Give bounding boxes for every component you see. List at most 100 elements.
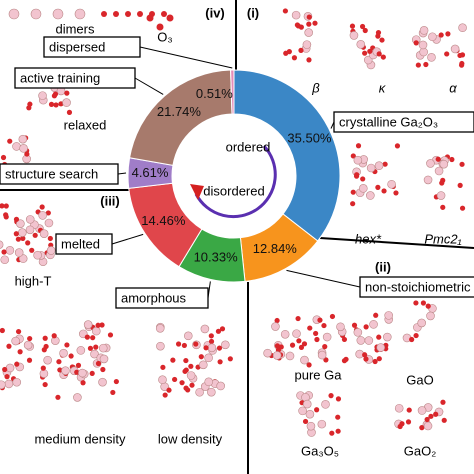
label-box bbox=[359, 276, 474, 298]
atom bbox=[341, 358, 348, 364]
atom bbox=[146, 14, 154, 22]
arrow-arc bbox=[194, 144, 277, 219]
value-label: 14.46% bbox=[141, 213, 186, 228]
atom bbox=[369, 320, 378, 329]
annotation: (iv) bbox=[205, 5, 225, 20]
annotation: (iii) bbox=[100, 193, 120, 208]
atom bbox=[353, 328, 363, 337]
atom bbox=[354, 172, 360, 178]
atom bbox=[18, 228, 27, 237]
atom bbox=[381, 188, 387, 194]
atom bbox=[438, 32, 444, 38]
atom bbox=[207, 387, 216, 397]
atom bbox=[64, 342, 70, 348]
atom bbox=[458, 23, 467, 33]
connector bbox=[134, 77, 164, 95]
atom bbox=[393, 190, 399, 196]
atom bbox=[0, 380, 6, 390]
atom bbox=[449, 156, 455, 163]
atom bbox=[295, 315, 301, 322]
atom bbox=[200, 324, 210, 334]
atom bbox=[217, 359, 223, 365]
atom bbox=[356, 40, 366, 49]
atom bbox=[3, 212, 9, 218]
atom bbox=[425, 303, 431, 309]
atom bbox=[329, 430, 335, 436]
atom bbox=[300, 355, 309, 365]
value-label: 35.50% bbox=[287, 130, 332, 145]
annotation: GaO₂ bbox=[404, 443, 437, 458]
atom bbox=[14, 248, 24, 257]
atom bbox=[384, 311, 393, 320]
atom bbox=[313, 330, 319, 337]
label-box bbox=[115, 287, 209, 309]
atom bbox=[387, 179, 396, 189]
atom bbox=[29, 247, 35, 253]
atom bbox=[336, 322, 345, 332]
atom bbox=[376, 343, 386, 352]
atom bbox=[423, 61, 429, 68]
atom bbox=[76, 346, 86, 355]
atom bbox=[445, 31, 451, 37]
atom bbox=[215, 328, 222, 334]
center-label: ordered bbox=[226, 139, 271, 154]
atom bbox=[0, 154, 7, 161]
atom bbox=[155, 324, 165, 333]
atom bbox=[314, 336, 320, 343]
value-label: 0.51% bbox=[196, 86, 233, 101]
atom bbox=[25, 240, 31, 246]
annotation: (i) bbox=[247, 5, 259, 20]
atom bbox=[208, 333, 214, 339]
atom bbox=[24, 151, 30, 157]
atom bbox=[335, 396, 342, 402]
atom bbox=[219, 326, 226, 332]
atom bbox=[356, 336, 366, 345]
atom bbox=[306, 362, 312, 368]
atom bbox=[101, 11, 107, 17]
atom bbox=[362, 352, 368, 358]
atom bbox=[363, 356, 369, 362]
atom bbox=[156, 341, 165, 351]
atom bbox=[376, 334, 382, 340]
atom bbox=[317, 317, 323, 323]
atom bbox=[208, 338, 215, 345]
atom bbox=[42, 381, 48, 388]
category-label: dispersed bbox=[49, 39, 105, 54]
atom bbox=[188, 363, 194, 369]
atom bbox=[5, 246, 15, 255]
atom bbox=[7, 138, 13, 144]
atom bbox=[440, 204, 446, 210]
atom bbox=[366, 163, 376, 173]
atom bbox=[0, 327, 5, 334]
atom bbox=[107, 332, 114, 338]
atom bbox=[301, 341, 308, 347]
atom bbox=[193, 341, 199, 347]
annotation: O₃ bbox=[157, 29, 172, 44]
annotation: (ii) bbox=[375, 259, 391, 274]
atom bbox=[350, 189, 356, 195]
atom bbox=[183, 357, 189, 364]
annotation: dimers bbox=[55, 21, 95, 36]
atom bbox=[413, 300, 419, 306]
value-label: 4.61% bbox=[132, 165, 169, 180]
atom bbox=[203, 345, 209, 351]
atom bbox=[216, 345, 223, 351]
atom bbox=[458, 62, 465, 68]
atom bbox=[335, 414, 341, 420]
atom bbox=[43, 355, 52, 365]
atom bbox=[39, 369, 49, 378]
atom bbox=[52, 8, 64, 20]
atom bbox=[423, 175, 433, 185]
atom bbox=[175, 341, 182, 347]
atom bbox=[363, 324, 369, 330]
atom bbox=[45, 210, 51, 216]
atom bbox=[271, 322, 280, 331]
atom bbox=[68, 353, 74, 359]
atom bbox=[373, 312, 379, 318]
atom bbox=[23, 340, 33, 350]
atom bbox=[426, 311, 435, 321]
atom bbox=[350, 201, 356, 207]
atom bbox=[110, 389, 116, 396]
atom bbox=[166, 387, 172, 393]
atom bbox=[87, 345, 94, 351]
